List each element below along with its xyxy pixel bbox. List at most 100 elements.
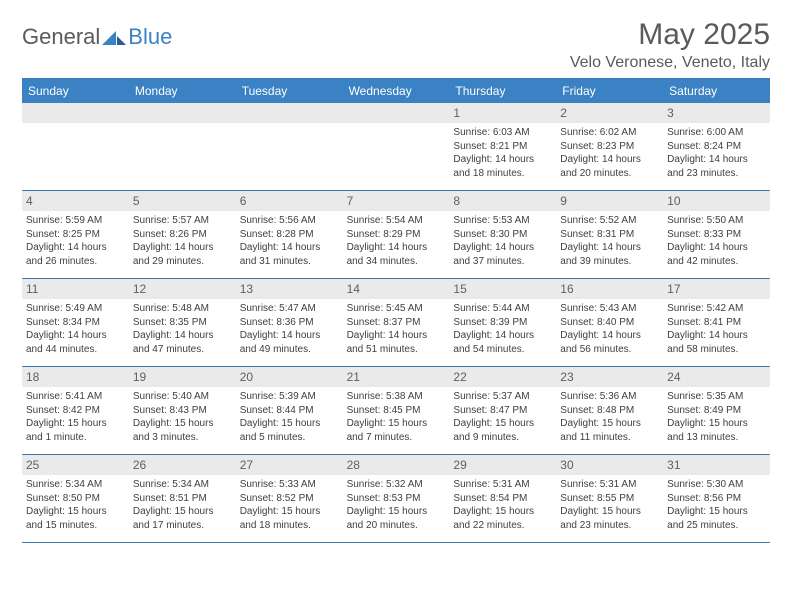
daylight-text: Daylight: 15 hours xyxy=(133,417,232,431)
sunrise-text: Sunrise: 5:35 AM xyxy=(667,390,766,404)
day-cell: 9Sunrise: 5:52 AMSunset: 8:31 PMDaylight… xyxy=(556,191,663,279)
daylight-text: Daylight: 14 hours xyxy=(560,153,659,167)
sunrise-text: Sunrise: 5:49 AM xyxy=(26,302,125,316)
sunrise-text: Sunrise: 6:00 AM xyxy=(667,126,766,140)
day-number xyxy=(343,103,450,123)
day-cell: 3 Sunrise: 6:00 AMSunset: 8:24 PMDaylight… xyxy=(663,103,770,191)
day-number: 18 xyxy=(22,367,129,387)
sunrise-text: Sunrise: 5:34 AM xyxy=(133,478,232,492)
month-title: May 2025 xyxy=(570,18,770,52)
sunrise-text: Sunrise: 5:48 AM xyxy=(133,302,232,316)
sunset-text: Sunset: 8:49 PM xyxy=(667,404,766,418)
weekday-header-monday: Monday xyxy=(129,79,236,103)
sunset-text: Sunset: 8:23 PM xyxy=(560,140,659,154)
day-number xyxy=(129,103,236,123)
sunset-text: Sunset: 8:50 PM xyxy=(26,492,125,506)
day-number: 14 xyxy=(343,279,450,299)
daylight-text: and 3 minutes. xyxy=(133,431,232,445)
daylight-text: Daylight: 15 hours xyxy=(240,417,339,431)
daylight-text: and 17 minutes. xyxy=(133,519,232,533)
daylight-text: Daylight: 14 hours xyxy=(667,153,766,167)
day-number: 17 xyxy=(663,279,770,299)
empty-cell xyxy=(22,103,129,191)
day-number: 23 xyxy=(556,367,663,387)
daylight-text: and 42 minutes. xyxy=(667,255,766,269)
sunset-text: Sunset: 8:37 PM xyxy=(347,316,446,330)
day-number: 2 xyxy=(556,103,663,123)
day-number: 3 xyxy=(663,103,770,123)
sunrise-text: Sunrise: 5:56 AM xyxy=(240,214,339,228)
sunrise-text: Sunrise: 5:57 AM xyxy=(133,214,232,228)
daylight-text: and 5 minutes. xyxy=(240,431,339,445)
day-number: 20 xyxy=(236,367,343,387)
daylight-text: and 37 minutes. xyxy=(453,255,552,269)
day-number: 1 xyxy=(449,103,556,123)
sunset-text: Sunset: 8:56 PM xyxy=(667,492,766,506)
daylight-text: Daylight: 14 hours xyxy=(240,241,339,255)
empty-cell xyxy=(343,103,450,191)
sunrise-text: Sunrise: 5:45 AM xyxy=(347,302,446,316)
sunset-text: Sunset: 8:36 PM xyxy=(240,316,339,330)
daylight-text: Daylight: 14 hours xyxy=(26,329,125,343)
logo-triangle-icon xyxy=(102,27,126,47)
day-cell: 29Sunrise: 5:31 AMSunset: 8:54 PMDayligh… xyxy=(449,455,556,543)
sunset-text: Sunset: 8:41 PM xyxy=(667,316,766,330)
day-cell: 15Sunrise: 5:44 AMSunset: 8:39 PMDayligh… xyxy=(449,279,556,367)
day-number: 31 xyxy=(663,455,770,475)
day-cell: 4Sunrise: 5:59 AMSunset: 8:25 PMDaylight… xyxy=(22,191,129,279)
weekday-header-friday: Friday xyxy=(556,79,663,103)
sunrise-text: Sunrise: 5:34 AM xyxy=(26,478,125,492)
daylight-text: Daylight: 14 hours xyxy=(453,241,552,255)
sunset-text: Sunset: 8:33 PM xyxy=(667,228,766,242)
day-cell: 13Sunrise: 5:47 AMSunset: 8:36 PMDayligh… xyxy=(236,279,343,367)
day-number: 7 xyxy=(343,191,450,211)
day-cell: 6Sunrise: 5:56 AMSunset: 8:28 PMDaylight… xyxy=(236,191,343,279)
daylight-text: Daylight: 14 hours xyxy=(667,329,766,343)
daylight-text: and 58 minutes. xyxy=(667,343,766,357)
day-number: 28 xyxy=(343,455,450,475)
day-number: 19 xyxy=(129,367,236,387)
daylight-text: Daylight: 15 hours xyxy=(560,417,659,431)
weekday-header-sunday: Sunday xyxy=(22,79,129,103)
day-cell: 10Sunrise: 5:50 AMSunset: 8:33 PMDayligh… xyxy=(663,191,770,279)
sunrise-text: Sunrise: 5:42 AM xyxy=(667,302,766,316)
day-number: 6 xyxy=(236,191,343,211)
sunset-text: Sunset: 8:24 PM xyxy=(667,140,766,154)
sunrise-text: Sunrise: 6:02 AM xyxy=(560,126,659,140)
sunset-text: Sunset: 8:47 PM xyxy=(453,404,552,418)
day-cell: 14 Sunrise: 5:45 AMSunset: 8:37 PMDayligh… xyxy=(343,279,450,367)
daylight-text: and 29 minutes. xyxy=(133,255,232,269)
sunset-text: Sunset: 8:45 PM xyxy=(347,404,446,418)
daylight-text: and 9 minutes. xyxy=(453,431,552,445)
daylight-text: and 56 minutes. xyxy=(560,343,659,357)
weekday-header-saturday: Saturday xyxy=(663,79,770,103)
daylight-text: Daylight: 15 hours xyxy=(240,505,339,519)
daylight-text: Daylight: 14 hours xyxy=(667,241,766,255)
daylight-text: Daylight: 15 hours xyxy=(667,505,766,519)
sunrise-text: Sunrise: 5:36 AM xyxy=(560,390,659,404)
day-cell: 25Sunrise: 5:34 AMSunset: 8:50 PMDayligh… xyxy=(22,455,129,543)
calendar-table: SundayMondayTuesdayWednesdayThursdayFrid… xyxy=(22,78,770,543)
sunrise-text: Sunrise: 5:47 AM xyxy=(240,302,339,316)
day-cell: 22Sunrise: 5:37 AMSunset: 8:47 PMDayligh… xyxy=(449,367,556,455)
empty-cell xyxy=(236,103,343,191)
day-cell: 12Sunrise: 5:48 AMSunset: 8:35 PMDayligh… xyxy=(129,279,236,367)
sunset-text: Sunset: 8:54 PM xyxy=(453,492,552,506)
daylight-text: and 20 minutes. xyxy=(347,519,446,533)
calendar-page: General Blue May 2025 Velo Veronese, Ven… xyxy=(0,0,792,543)
sunrise-text: Sunrise: 5:54 AM xyxy=(347,214,446,228)
daylight-text: and 23 minutes. xyxy=(560,519,659,533)
logo-text-blue: Blue xyxy=(128,24,172,50)
day-number: 21 xyxy=(343,367,450,387)
daylight-text: and 26 minutes. xyxy=(26,255,125,269)
daylight-text: and 15 minutes. xyxy=(26,519,125,533)
daylight-text: Daylight: 14 hours xyxy=(347,329,446,343)
sunset-text: Sunset: 8:42 PM xyxy=(26,404,125,418)
weekday-header-row: SundayMondayTuesdayWednesdayThursdayFrid… xyxy=(22,79,770,103)
daylight-text: and 49 minutes. xyxy=(240,343,339,357)
daylight-text: Daylight: 15 hours xyxy=(26,417,125,431)
empty-cell xyxy=(129,103,236,191)
brand-logo: General Blue xyxy=(22,18,172,50)
day-cell: 20Sunrise: 5:39 AMSunset: 8:44 PMDayligh… xyxy=(236,367,343,455)
daylight-text: and 20 minutes. xyxy=(560,167,659,181)
